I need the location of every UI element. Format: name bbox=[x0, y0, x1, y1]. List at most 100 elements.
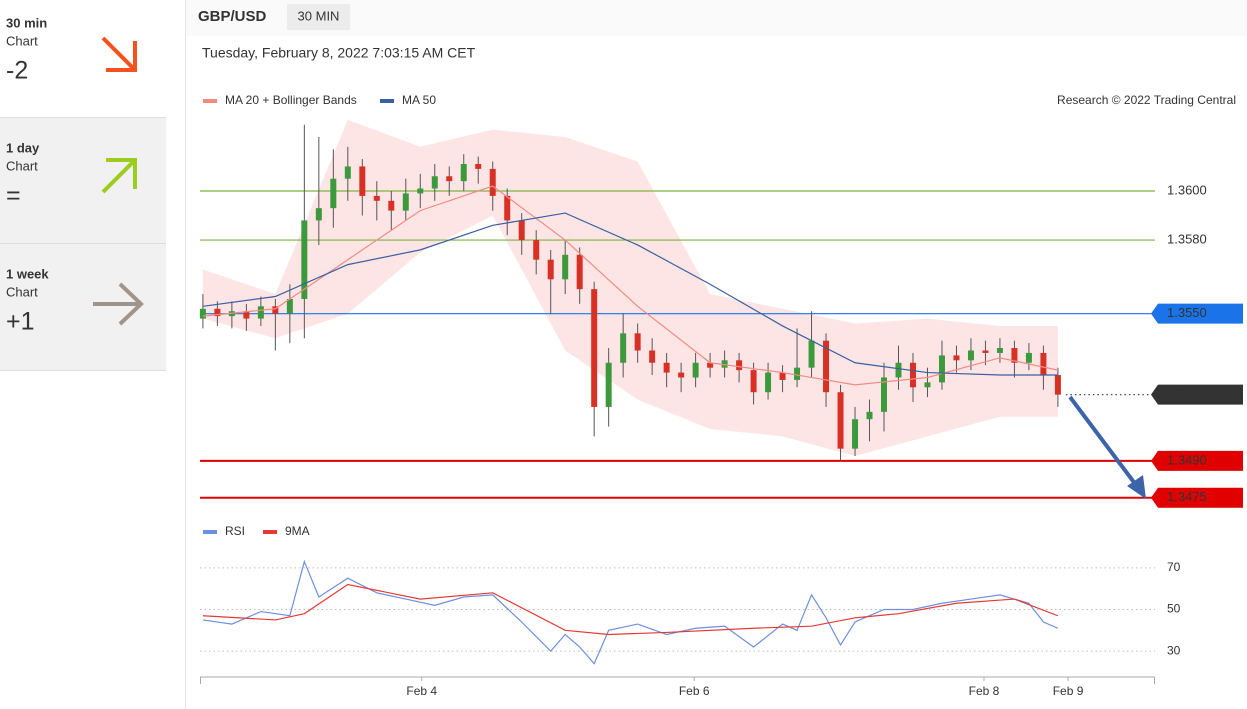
x-tick-label: Feb 6 bbox=[679, 684, 710, 698]
ma-line bbox=[202, 212, 1058, 376]
candle-body bbox=[359, 166, 366, 196]
candle-body bbox=[620, 333, 627, 363]
candle-body bbox=[330, 178, 337, 209]
x-tick-label: Feb 4 bbox=[406, 684, 437, 698]
card-period: 1 day bbox=[6, 140, 40, 155]
y-tick-label: 30 bbox=[1167, 643, 1181, 657]
rsi-line bbox=[202, 559, 1059, 665]
candle-body bbox=[576, 254, 583, 290]
candle-body bbox=[649, 350, 656, 363]
candle-body bbox=[533, 240, 540, 260]
symbol: GBP/USD bbox=[198, 8, 267, 25]
level-label: 1.3517 bbox=[1167, 386, 1207, 401]
candle-body bbox=[808, 340, 815, 368]
candle-body bbox=[388, 200, 395, 211]
candle-body bbox=[938, 355, 945, 383]
card-bg bbox=[0, 0, 166, 117]
timestamp: Tuesday, February 8, 2022 7:03:15 AM CET bbox=[202, 45, 476, 61]
candle-body bbox=[996, 348, 1003, 353]
candle-body bbox=[1054, 375, 1061, 395]
candle-body bbox=[982, 350, 989, 353]
candle-body bbox=[953, 355, 960, 361]
candle-body bbox=[460, 163, 467, 182]
candle-body bbox=[678, 372, 685, 378]
card-score: +1 bbox=[6, 308, 35, 336]
candle-body bbox=[852, 419, 859, 449]
level-tag bbox=[1151, 487, 1243, 508]
candle-body bbox=[518, 220, 525, 241]
x-tick-label: Feb 9 bbox=[1053, 684, 1084, 698]
candle-body bbox=[446, 176, 453, 182]
candle-body bbox=[605, 362, 612, 407]
forecast-arrow bbox=[1068, 395, 1146, 499]
candle-body bbox=[895, 362, 902, 378]
candle-body bbox=[765, 372, 772, 393]
arrow-icon bbox=[101, 36, 137, 72]
level-label: 1.3600 bbox=[1167, 182, 1207, 197]
candle-body bbox=[547, 259, 554, 280]
candle-body bbox=[736, 360, 743, 371]
card-label: Chart bbox=[6, 158, 38, 173]
candle-body bbox=[750, 370, 757, 393]
candle-body bbox=[301, 220, 308, 299]
candle-body bbox=[199, 308, 206, 319]
candle-body bbox=[417, 188, 424, 194]
candle-body bbox=[663, 362, 670, 373]
arrow-icon bbox=[93, 282, 144, 326]
card-label: Chart bbox=[6, 284, 38, 299]
legend-swatch bbox=[203, 99, 217, 103]
candle-body bbox=[823, 340, 830, 393]
candle-body bbox=[837, 392, 844, 449]
y-tick-label: 50 bbox=[1167, 602, 1181, 616]
candle-body bbox=[562, 254, 569, 280]
card-period: 1 week bbox=[6, 266, 49, 281]
interval-badge bbox=[287, 4, 350, 30]
rsi-line bbox=[202, 583, 1059, 636]
candle-body bbox=[794, 367, 801, 380]
candle-body bbox=[881, 377, 888, 412]
card-bg bbox=[0, 118, 166, 243]
candle-body bbox=[909, 362, 916, 388]
credit: Research © 2022 Trading Central bbox=[1057, 93, 1236, 107]
candle-body bbox=[475, 163, 482, 169]
candle-body bbox=[214, 308, 221, 317]
level-tag bbox=[1151, 384, 1243, 405]
card-label: Chart bbox=[6, 33, 38, 48]
y-tick-label: 70 bbox=[1167, 560, 1181, 574]
candle-body bbox=[315, 208, 322, 221]
bollinger-band bbox=[202, 119, 1058, 457]
candle-body bbox=[692, 362, 699, 378]
candle-body bbox=[402, 193, 409, 211]
level-label: 1.3475 bbox=[1167, 489, 1207, 504]
candle-body bbox=[1011, 348, 1018, 363]
arrow-icon bbox=[101, 158, 137, 194]
card-score: -2 bbox=[6, 57, 28, 85]
ma-line bbox=[202, 185, 1059, 386]
level-label: 1.3580 bbox=[1167, 231, 1207, 246]
candle-body bbox=[344, 166, 351, 179]
legend-label: MA 50 bbox=[402, 93, 436, 107]
legend-label: MA 20 + Bollinger Bands bbox=[225, 93, 357, 107]
level-tag bbox=[1151, 450, 1243, 471]
candle-body bbox=[286, 298, 293, 314]
candle-body bbox=[504, 195, 511, 221]
header-bar bbox=[186, 0, 1247, 36]
candle-body bbox=[1040, 352, 1047, 376]
card-score: = bbox=[6, 182, 21, 210]
candle-body bbox=[866, 411, 873, 420]
candle-body bbox=[924, 382, 931, 388]
candle-body bbox=[272, 306, 279, 314]
candle-body bbox=[489, 168, 496, 196]
candle-body bbox=[591, 289, 598, 407]
legend-swatch bbox=[380, 99, 394, 103]
level-label: 1.3490 bbox=[1167, 452, 1207, 467]
candle-body bbox=[243, 311, 250, 319]
legend-swatch bbox=[203, 530, 217, 534]
level-tag bbox=[1151, 303, 1243, 324]
candle-body bbox=[431, 176, 438, 189]
interval: 30 MIN bbox=[298, 8, 340, 23]
legend-label: RSI bbox=[225, 524, 245, 538]
candle-body bbox=[634, 333, 641, 351]
candle-body bbox=[779, 372, 786, 380]
